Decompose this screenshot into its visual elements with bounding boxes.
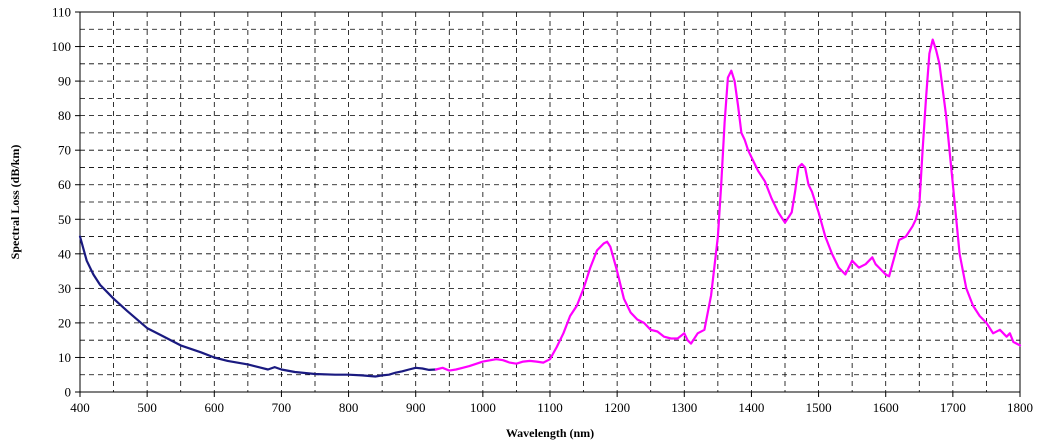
y-tick-label: 110 xyxy=(52,5,71,20)
y-tick-label: 100 xyxy=(52,39,72,54)
x-tick-label: 1300 xyxy=(671,400,697,415)
x-tick-label: 1200 xyxy=(604,400,630,415)
y-tick-label: 40 xyxy=(58,246,71,261)
y-tick-label: 50 xyxy=(58,212,71,227)
x-tick-label: 1100 xyxy=(537,400,563,415)
x-tick-label: 1000 xyxy=(470,400,496,415)
series-layer xyxy=(78,38,1022,378)
y-axis-title: Spectral Loss (dB/km) xyxy=(8,145,22,260)
x-tick-label: 500 xyxy=(137,400,157,415)
x-tick-label: 900 xyxy=(406,400,426,415)
axis-ticks: 400 500 600 700 800 900 1000 1100 1200 1300 1400 15… xyxy=(52,5,1034,416)
y-tick-label: 60 xyxy=(58,177,71,192)
x-tick-label: 1800 xyxy=(1007,400,1033,415)
y-tick-label: 70 xyxy=(58,143,71,158)
x-axis-title: Wavelength (nm) xyxy=(506,426,594,440)
x-tick-label: 1500 xyxy=(806,400,832,415)
y-tick-label: 20 xyxy=(58,315,71,330)
x-tick-label: 1400 xyxy=(738,400,764,415)
x-tick-label: 700 xyxy=(272,400,292,415)
x-tick-label: 1600 xyxy=(873,400,899,415)
series-line-1 xyxy=(78,235,437,378)
grid xyxy=(80,12,1020,392)
y-tick-label: 80 xyxy=(58,108,71,123)
x-tick-label: 1700 xyxy=(940,400,966,415)
x-tick-label: 800 xyxy=(339,400,359,415)
series-line-2 xyxy=(434,38,1022,372)
y-tick-label: 10 xyxy=(58,350,71,365)
y-tick-label: 30 xyxy=(58,281,71,296)
y-tick-label: 0 xyxy=(65,385,72,400)
x-tick-label: 600 xyxy=(205,400,225,415)
x-tick-label: 400 xyxy=(70,400,90,415)
y-tick-label: 90 xyxy=(58,74,71,89)
